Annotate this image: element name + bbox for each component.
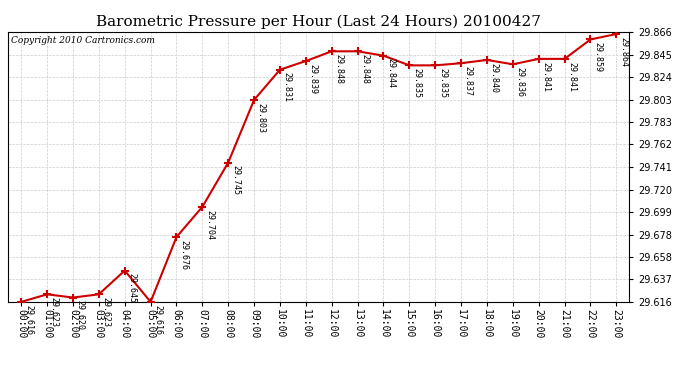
Text: 29.844: 29.844	[386, 58, 395, 88]
Text: 29.623: 29.623	[101, 297, 110, 327]
Text: 29.616: 29.616	[153, 304, 162, 334]
Text: Copyright 2010 Cartronics.com: Copyright 2010 Cartronics.com	[11, 36, 155, 45]
Text: 29.835: 29.835	[412, 68, 421, 98]
Text: 29.623: 29.623	[50, 297, 59, 327]
Text: 29.840: 29.840	[490, 63, 499, 93]
Text: 29.848: 29.848	[360, 54, 369, 84]
Title: Barometric Pressure per Hour (Last 24 Hours) 20100427: Barometric Pressure per Hour (Last 24 Ho…	[97, 15, 541, 29]
Text: 29.864: 29.864	[619, 37, 628, 67]
Text: 29.831: 29.831	[283, 72, 292, 102]
Text: 29.848: 29.848	[335, 54, 344, 84]
Text: 29.836: 29.836	[515, 67, 524, 97]
Text: 29.676: 29.676	[179, 240, 188, 270]
Text: 29.841: 29.841	[542, 62, 551, 92]
Text: 29.704: 29.704	[205, 210, 214, 240]
Text: 29.645: 29.645	[128, 273, 137, 303]
Text: 29.837: 29.837	[464, 66, 473, 96]
Text: 29.803: 29.803	[257, 103, 266, 133]
Text: 29.841: 29.841	[567, 62, 576, 92]
Text: 29.616: 29.616	[24, 304, 33, 334]
Text: 29.835: 29.835	[438, 68, 447, 98]
Text: 29.859: 29.859	[593, 42, 602, 72]
Text: 29.839: 29.839	[308, 64, 317, 94]
Text: 29.745: 29.745	[231, 165, 240, 195]
Text: 29.620: 29.620	[76, 300, 85, 330]
